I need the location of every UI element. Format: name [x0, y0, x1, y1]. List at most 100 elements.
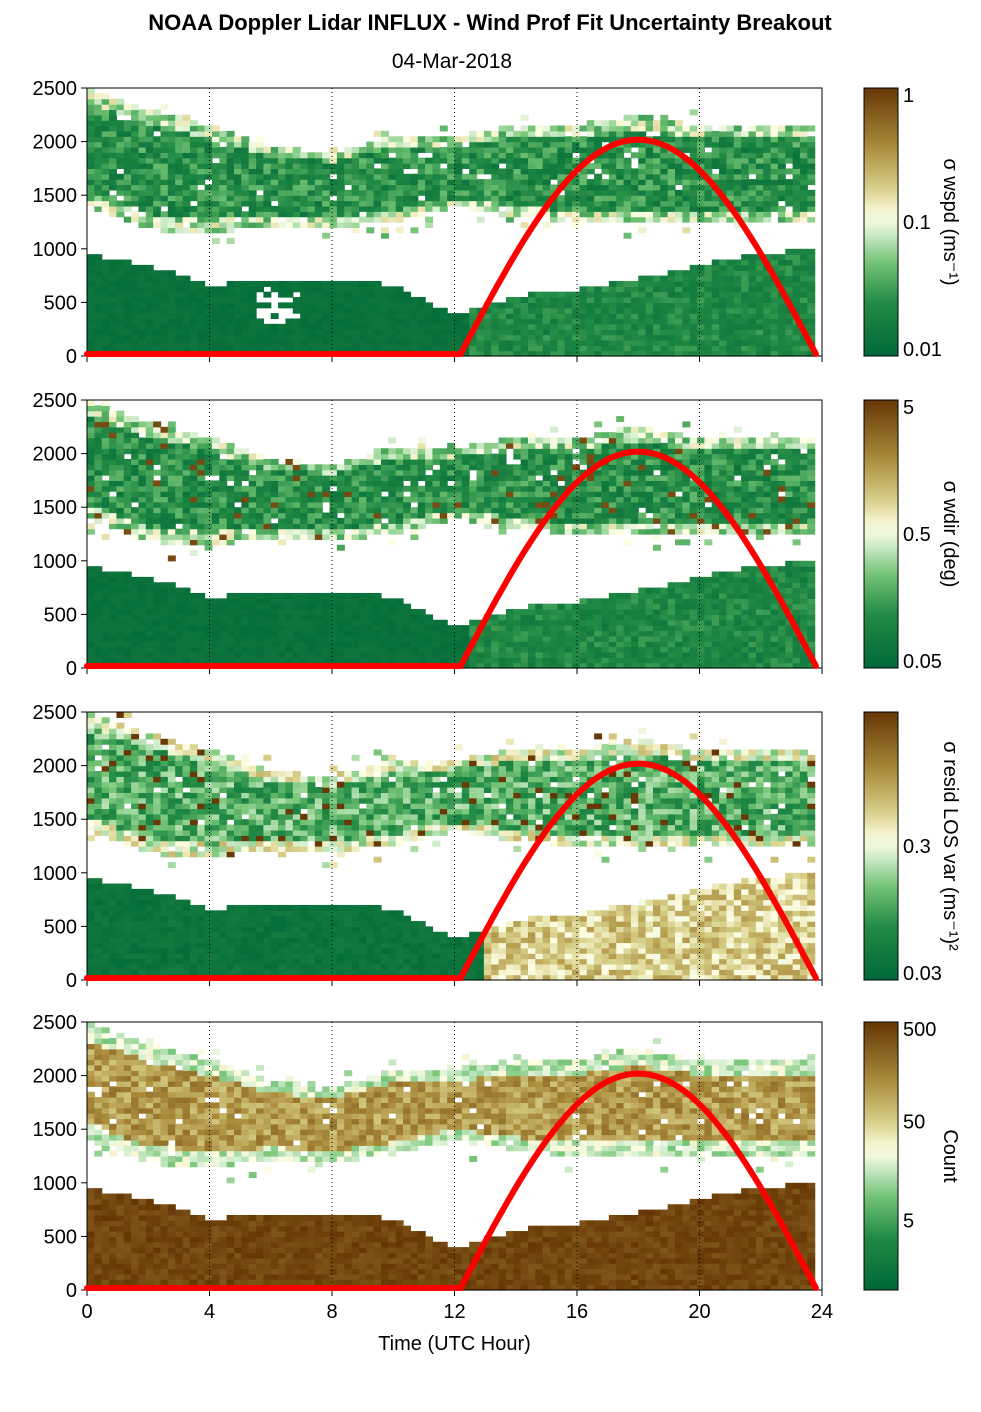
heatmap-cell [381, 184, 389, 191]
heatmap-cell [241, 619, 250, 626]
heatmap-cell [256, 598, 264, 605]
heatmap-cell [358, 307, 367, 314]
heatmap-cell [234, 286, 242, 293]
heatmap-cell [234, 205, 242, 212]
heatmap-cell [660, 329, 669, 336]
heatmap-cell [410, 453, 419, 460]
heatmap-cell [432, 619, 441, 626]
heatmap-cell [219, 507, 228, 514]
heatmap-cell [167, 157, 176, 164]
heatmap-cell [278, 651, 287, 658]
heatmap-cell [87, 432, 95, 439]
heatmap-cell [204, 448, 213, 455]
heatmap-cell [586, 329, 595, 336]
heatmap-cell [94, 264, 103, 271]
heatmap-cell [498, 173, 507, 180]
heatmap-cell [432, 475, 441, 481]
heatmap-cell [167, 168, 176, 175]
heatmap-cell [87, 523, 95, 530]
heatmap-cell [777, 163, 786, 169]
heatmap-cell [256, 216, 264, 223]
heatmap-cell [763, 211, 772, 218]
heatmap-cell [94, 200, 103, 207]
heatmap-cell [307, 318, 316, 325]
heatmap-cell [557, 345, 566, 352]
heatmap-cell [491, 189, 500, 196]
heatmap-cell [770, 264, 779, 271]
heatmap-cell [770, 259, 779, 266]
heatmap-cell [366, 475, 375, 481]
heatmap-cell [241, 173, 250, 180]
heatmap-cell [204, 211, 213, 218]
heatmap-cell [248, 302, 257, 309]
heatmap-cell [410, 318, 419, 325]
heatmap-cell [513, 307, 522, 314]
heatmap-cell [351, 222, 360, 228]
heatmap-cell [358, 464, 367, 471]
heatmap-cell [733, 136, 742, 143]
heatmap-cell [660, 184, 669, 191]
heatmap-cell [697, 157, 705, 164]
heatmap-cell [167, 307, 176, 314]
heatmap-cell [351, 485, 360, 492]
heatmap-cell [94, 318, 103, 325]
heatmap-cell [792, 184, 801, 191]
heatmap-cell [211, 130, 220, 137]
heatmap-cell [741, 168, 750, 175]
heatmap-cell [160, 458, 169, 465]
heatmap-cell [711, 280, 720, 287]
heatmap-cell [300, 528, 309, 535]
heatmap-cell [425, 630, 434, 637]
heatmap-cell [373, 313, 382, 320]
heatmap-cell [395, 136, 404, 143]
heatmap-cell [557, 168, 566, 175]
heatmap-cell [483, 619, 492, 626]
heatmap-cell [153, 157, 162, 164]
heatmap-cell [109, 264, 117, 271]
heatmap-cell [329, 469, 338, 476]
heatmap-cell [101, 416, 110, 423]
heatmap-cell [322, 318, 331, 325]
heatmap-cell [248, 480, 257, 487]
heatmap-cell [388, 464, 397, 471]
heatmap-cell [344, 334, 353, 341]
heatmap-cell [425, 448, 434, 455]
heatmap-cell [270, 205, 279, 212]
heatmap-cell [234, 189, 242, 196]
heatmap-cell [167, 297, 176, 303]
heatmap-cell [417, 507, 426, 514]
heatmap-cell [513, 211, 522, 218]
heatmap-cell [601, 302, 610, 309]
heatmap-cell [175, 291, 184, 298]
heatmap-cell [528, 437, 536, 444]
heatmap-cell [395, 227, 404, 234]
heatmap-cell [726, 345, 735, 352]
heatmap-cell [520, 114, 529, 121]
heatmap-cell [689, 350, 698, 357]
heatmap-cell [447, 641, 456, 648]
heatmap-cell [358, 179, 367, 186]
heatmap-cell [491, 651, 500, 658]
heatmap-cell [336, 464, 345, 471]
heatmap-cell [219, 189, 228, 196]
heatmap-cell [799, 216, 808, 223]
heatmap-cell [153, 313, 162, 320]
heatmap-cell [660, 297, 669, 303]
heatmap-cell [785, 345, 794, 352]
heatmap-cell [373, 189, 382, 196]
heatmap-cell [675, 189, 683, 196]
heatmap-cell [351, 146, 360, 153]
heatmap-cell [87, 125, 95, 132]
heatmap-cell [248, 485, 257, 492]
heatmap-cell [219, 136, 228, 143]
heatmap-cell [652, 302, 661, 309]
heatmap-cell [381, 523, 389, 530]
heatmap-cell [109, 313, 117, 320]
heatmap-cell [366, 507, 375, 514]
heatmap-cell [557, 302, 566, 309]
heatmap-cell [483, 189, 492, 196]
heatmap-cell [285, 614, 294, 621]
heatmap-cell [675, 307, 683, 314]
heatmap-cell [476, 517, 485, 524]
heatmap-cell [395, 469, 404, 476]
